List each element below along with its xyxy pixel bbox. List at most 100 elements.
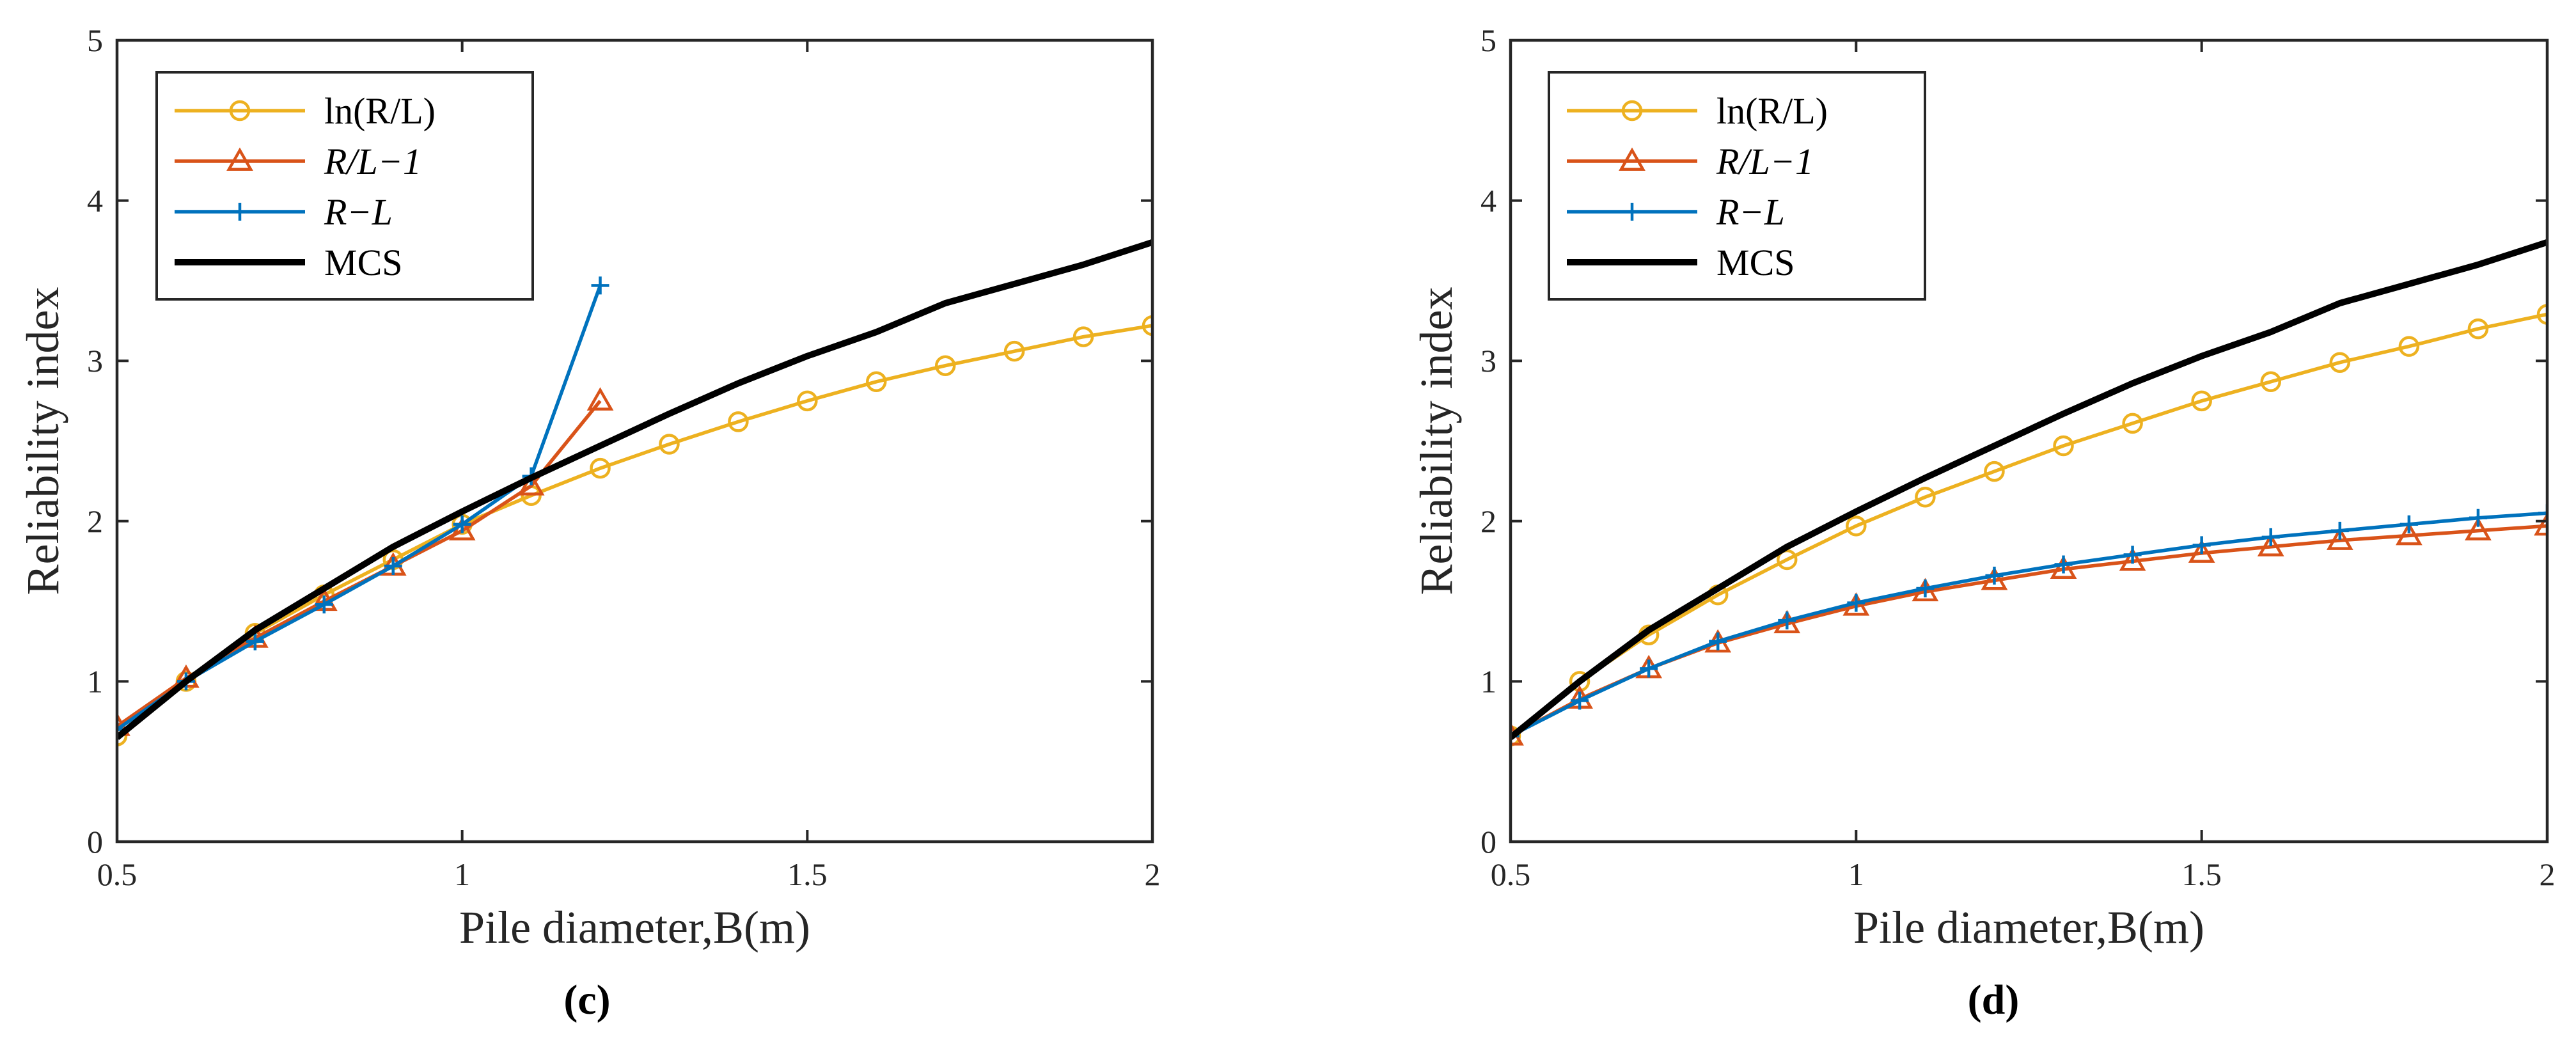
data-point: [2191, 390, 2212, 412]
y-tick-label: 0: [1480, 824, 1496, 860]
data-point: [2469, 508, 2487, 527]
series-line-mcs: [117, 239, 1152, 740]
legend-label-ratio: R/L−1: [324, 141, 421, 182]
panel-label: (d): [1968, 977, 2020, 1023]
data-point: [2326, 526, 2353, 550]
x-tick-label: 2: [2540, 856, 2556, 892]
legend-marker-ln: [229, 100, 251, 122]
legend-label-diff: R−L: [324, 191, 393, 233]
data-point: [246, 632, 264, 650]
legend-item-ratio: R/L−1: [1567, 141, 1814, 182]
axes-box: [115, 38, 1154, 844]
series-mcs: [1511, 239, 2547, 740]
data-point: [586, 387, 614, 411]
series-diff: [1511, 504, 2547, 745]
legend-item-ratio: R/L−1: [175, 141, 421, 182]
legend-label-diff: R−L: [1716, 191, 1785, 233]
panel-label: (c): [563, 977, 610, 1023]
data-point: [2329, 352, 2351, 373]
data-point: [1984, 461, 2005, 482]
data-point: [728, 411, 749, 432]
y-tick-label: 2: [1480, 503, 1496, 539]
data-point: [591, 276, 609, 295]
legend-marker-diff: [231, 203, 249, 221]
legend-item-mcs: MCS: [1567, 242, 1795, 283]
x-tick-label: 1: [454, 856, 470, 892]
y-tick-label: 1: [87, 663, 103, 699]
data-point: [2053, 435, 2074, 457]
y-tick-label: 4: [1480, 183, 1496, 219]
data-point: [1915, 486, 1936, 508]
legend-label-ratio: R/L−1: [1716, 141, 1814, 182]
data-point: [1777, 549, 1798, 571]
data-point: [2467, 318, 2489, 340]
plot-area: [117, 239, 1152, 746]
x-tick-label: 0.5: [97, 856, 137, 892]
legend-marker-ratio: [1619, 147, 1645, 171]
legend-label-mcs: MCS: [1716, 242, 1795, 283]
data-point: [2536, 304, 2547, 325]
series-line-mcs: [1511, 239, 2547, 740]
data-point: [2330, 521, 2349, 540]
series-line-ln: [117, 324, 1152, 737]
legend-label-mcs: MCS: [324, 242, 403, 283]
data-point: [2050, 555, 2077, 579]
data-point: [2538, 504, 2547, 523]
x-tick-label: 2: [1145, 856, 1161, 892]
plot-area: [1511, 239, 2547, 746]
data-point: [1571, 691, 1589, 710]
y-tick-label: 0: [87, 824, 103, 860]
data-point: [2188, 539, 2215, 563]
data-point: [1981, 566, 2008, 590]
data-point: [2054, 555, 2073, 574]
legend-marker-ratio: [226, 147, 253, 171]
legend-item-diff: R−L: [175, 191, 393, 233]
data-point: [590, 457, 611, 479]
data-point: [2534, 512, 2547, 536]
legend-label-ln: ln(R/L): [324, 90, 436, 132]
chart-panel-d: 0.5 1 1.5 2 0 1 2 3 4 5 Pile diameter,B(m) Reliabil…: [1411, 22, 2556, 1023]
legend: ln(R/L) R/L−1 R−L MCS: [1548, 71, 1926, 301]
data-point: [2119, 547, 2146, 571]
data-point: [2122, 413, 2143, 434]
data-point: [866, 371, 887, 393]
series-line-diff: [1511, 511, 2547, 738]
data-point: [1847, 594, 1865, 612]
data-point: [2398, 336, 2420, 357]
x-tick-label: 1.5: [2181, 856, 2222, 892]
legend-marker-ln: [1621, 100, 1643, 122]
y-tick-label: 5: [1480, 22, 1496, 58]
data-point: [659, 434, 680, 455]
legend: ln(R/L) R/L−1 R−L MCS: [155, 71, 534, 301]
legend-item-ln: ln(R/L): [175, 90, 436, 132]
chart-panel-c: 0.5 1 1.5 2 0 1 2 3 4 5 Pile diameter,B(m) Reliabil…: [17, 22, 1161, 1023]
data-point: [2465, 517, 2492, 540]
data-point: [1778, 611, 1796, 630]
legend-label-ln: ln(R/L): [1716, 90, 1828, 132]
legend-marker-diff: [1623, 203, 1641, 221]
y-axis-label: Reliability index: [1411, 287, 1462, 595]
legend-item-diff: R−L: [1567, 191, 1785, 233]
data-point: [2123, 546, 2142, 564]
data-point: [2257, 533, 2284, 556]
data-point: [2192, 536, 2211, 555]
axes-box: [1509, 38, 2549, 844]
data-point: [1846, 516, 1867, 537]
y-tick-label: 2: [87, 503, 103, 539]
data-point: [1709, 632, 1727, 650]
data-point: [1985, 567, 2004, 585]
data-point: [934, 355, 956, 376]
data-point: [315, 595, 333, 614]
data-point: [117, 725, 128, 746]
y-tick-label: 1: [1480, 663, 1496, 699]
data-point: [1640, 659, 1658, 678]
data-point: [1916, 579, 1935, 598]
series-mcs: [117, 239, 1152, 740]
x-tick-label: 1.5: [787, 856, 828, 892]
data-point: [2395, 521, 2423, 546]
data-point: [453, 515, 471, 533]
data-point: [517, 472, 545, 496]
data-point: [1142, 315, 1152, 336]
data-point: [2260, 371, 2281, 393]
